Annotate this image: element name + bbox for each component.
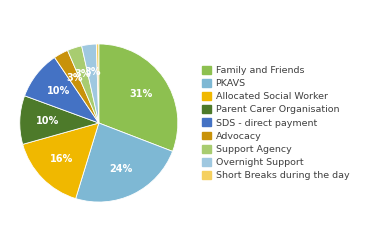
Text: 31%: 31% <box>130 89 153 99</box>
Text: 3%: 3% <box>66 73 82 83</box>
Text: 10%: 10% <box>47 86 70 96</box>
Wedge shape <box>23 123 99 199</box>
Text: 24%: 24% <box>110 164 133 174</box>
Text: 3%: 3% <box>84 67 101 77</box>
Legend: Family and Friends, PKAVS, Allocated Social Worker, Parent Carer Organisation, S: Family and Friends, PKAVS, Allocated Soc… <box>202 66 349 180</box>
Wedge shape <box>25 58 99 123</box>
Wedge shape <box>68 46 99 123</box>
Wedge shape <box>76 123 173 202</box>
Text: 3%: 3% <box>75 69 91 79</box>
Wedge shape <box>20 96 99 144</box>
Text: 16%: 16% <box>51 154 74 164</box>
Wedge shape <box>55 50 99 123</box>
Wedge shape <box>82 44 99 123</box>
Text: 10%: 10% <box>36 116 59 126</box>
Wedge shape <box>99 44 178 151</box>
Wedge shape <box>96 44 99 123</box>
